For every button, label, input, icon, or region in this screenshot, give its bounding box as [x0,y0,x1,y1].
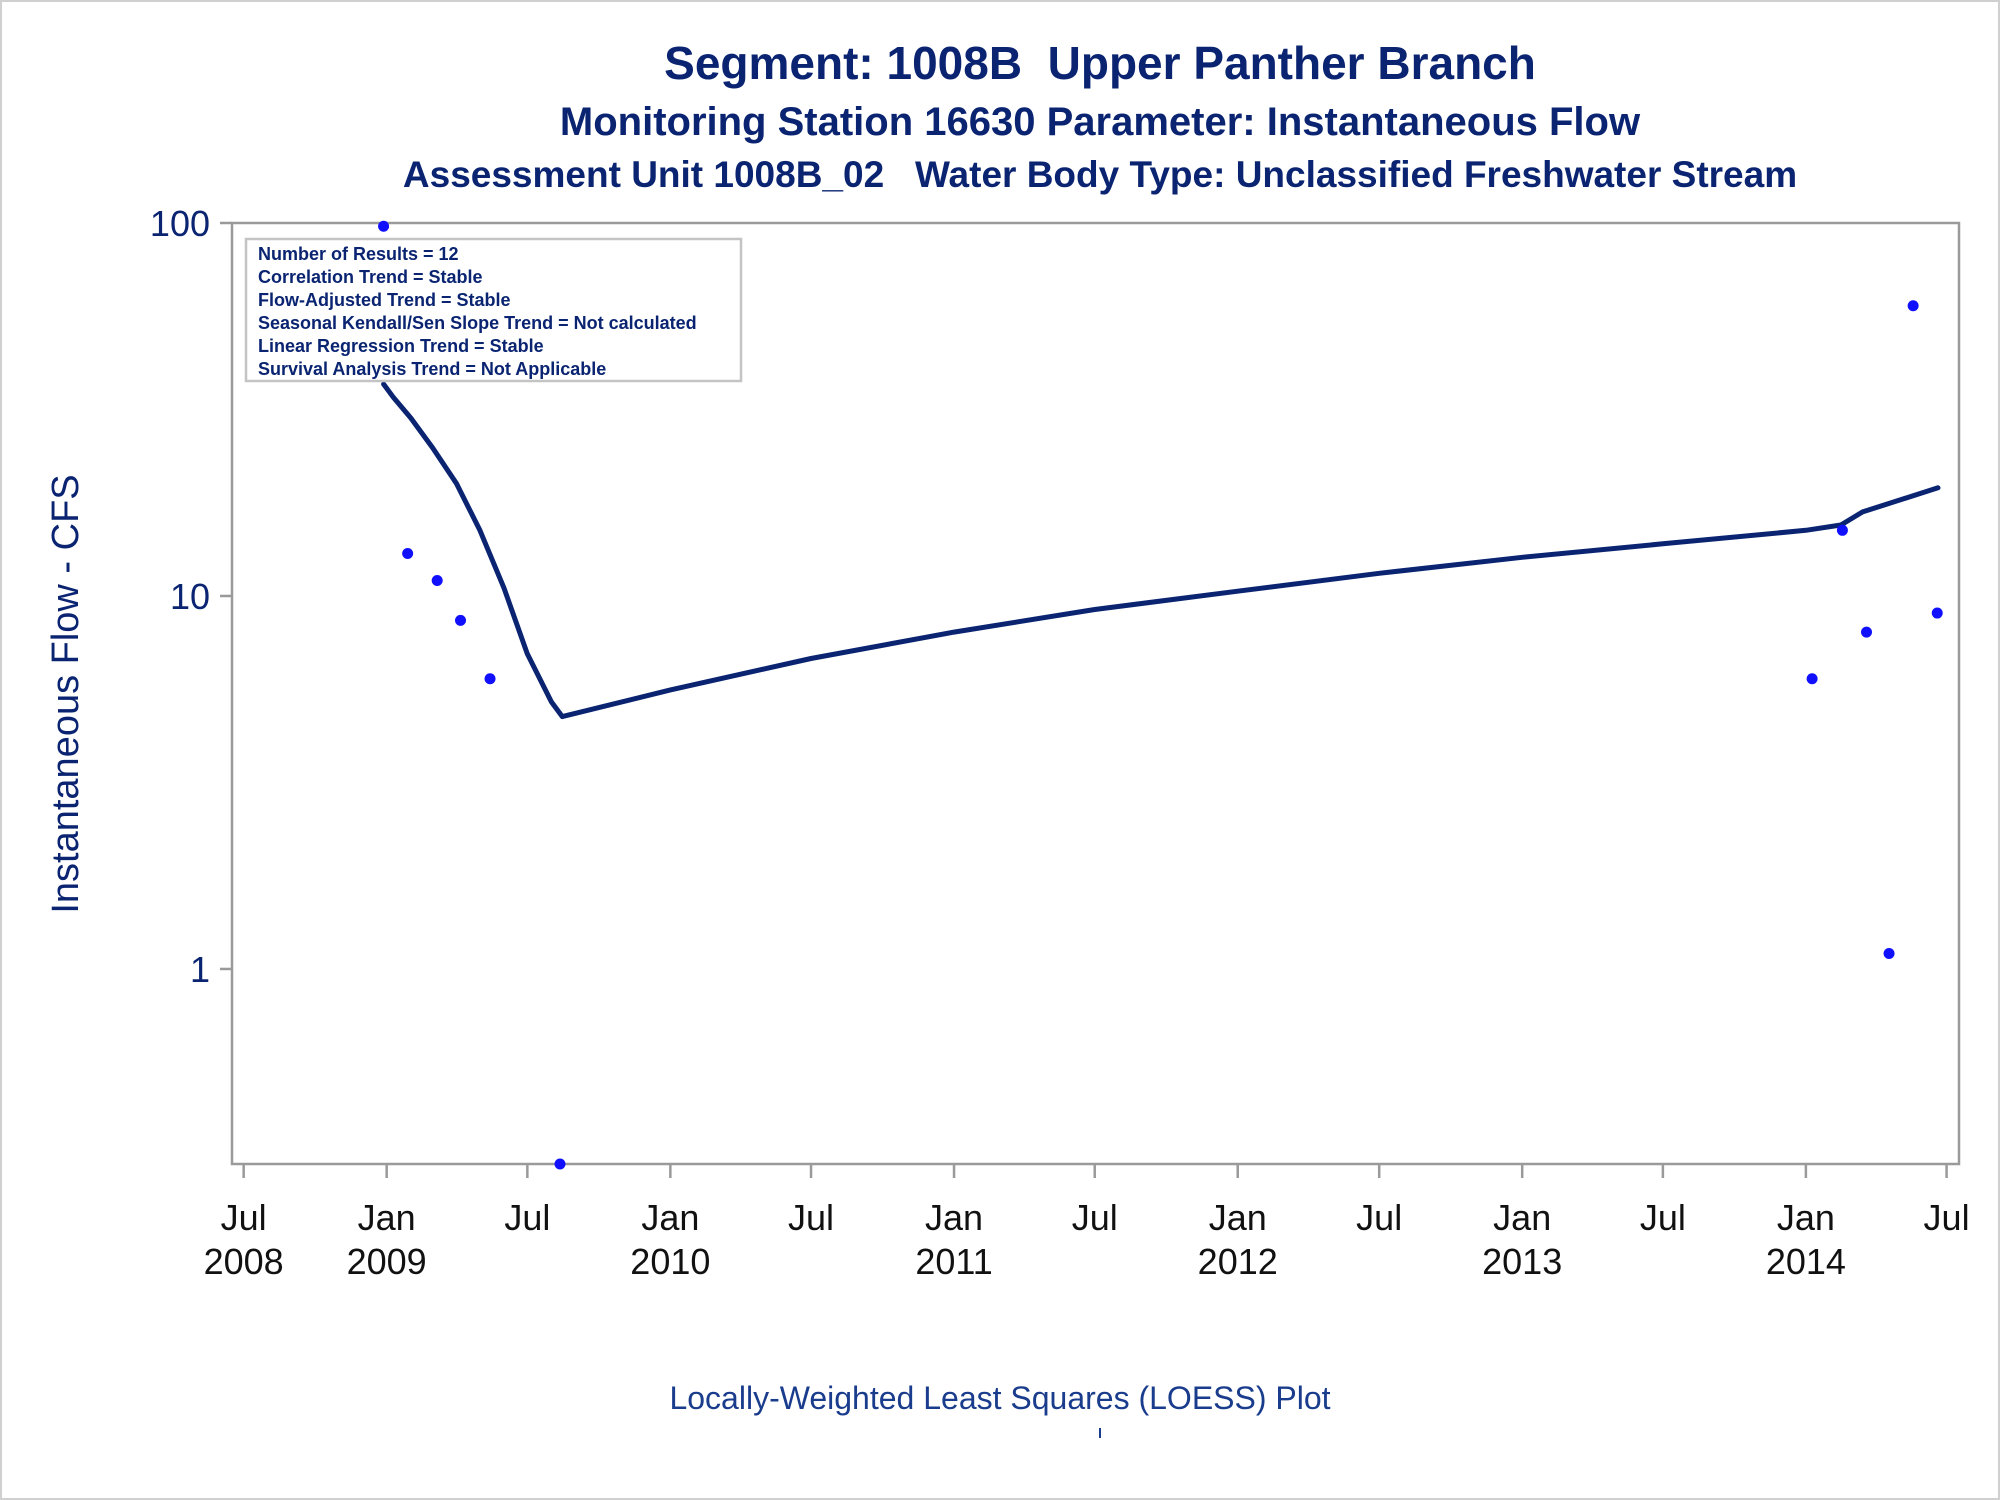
x-tick-label-month: Jul [788,1197,834,1238]
data-point-9 [1861,626,1873,638]
x-tick-label-year: 2012 [1198,1241,1278,1282]
x-tick-label-year: 2014 [1766,1241,1846,1282]
stats-legend: Number of Results = 12 Correlation Trend … [244,237,743,383]
data-point-3 [431,575,443,587]
points-layer [378,220,1943,1170]
x-tick-label-month: Jan [925,1197,983,1238]
data-point-7 [1806,673,1818,685]
chart-subtitle-assessment: Assessment Unit 1008B_02 Water Body Type… [402,154,1798,195]
stats-legend-line: Flow-Adjusted Trend = Stable [258,290,511,310]
data-point-6 [554,1158,566,1170]
x-tick-label-year: 2011 [915,1241,992,1282]
stats-legend-box [244,237,743,383]
data-point-10 [1883,948,1895,960]
y-axis-label: Instantaneous Flow - CFS [45,474,87,913]
x-tick-label-month: Jul [1356,1197,1402,1238]
x-tick-label-month: Jul [1072,1197,1118,1238]
y-tick-label: 100 [150,203,210,244]
y-axis: 1 10 100 [150,203,232,990]
x-tick-label-year: 2010 [630,1241,710,1282]
chart-footnote: Locally-Weighted Least Squares (LOESS) P… [669,1380,1331,1416]
y-tick-label: 10 [170,576,210,617]
x-tick-label-month: Jan [1777,1197,1835,1238]
data-point-4 [455,614,467,626]
stats-legend-line: Number of Results = 12 [258,244,459,264]
x-tick-label-month: Jan [641,1197,699,1238]
data-point-11 [1907,300,1919,312]
x-tick-label-month: Jul [221,1197,267,1238]
x-tick-label-month: Jul [504,1197,550,1238]
y-tick-label: 1 [190,949,210,990]
x-tick-label-month: Jul [1924,1197,1970,1238]
x-tick-label-year: 2013 [1482,1241,1562,1282]
stats-legend-line: Survival Analysis Trend = Not Applicable [258,359,606,379]
chart-subtitle-station: Monitoring Station 16630 Parameter: Inst… [559,100,1641,144]
x-tick-label-month: Jan [1493,1197,1551,1238]
x-tick-label-month: Jan [358,1197,416,1238]
stats-legend-line: Linear Regression Trend = Stable [258,336,544,356]
data-point-12 [1931,607,1943,619]
x-tick-label-month: Jan [1209,1197,1267,1238]
stats-legend-line: Seasonal Kendall/Sen Slope Trend = Not c… [258,313,697,333]
data-point-2 [402,547,414,559]
loess-layer [381,381,1941,720]
stats-legend-line: Correlation Trend = Stable [258,267,483,287]
loess-curve [381,381,1941,720]
footnote-mark [1099,1428,1101,1438]
chart-title: Segment: 1008B Upper Panther Branch [664,37,1536,89]
x-tick-label-year: 2008 [204,1241,284,1282]
data-point-1 [378,220,390,232]
x-tick-label-year: 2009 [347,1241,427,1282]
x-tick-label-month: Jul [1640,1197,1686,1238]
data-point-8 [1836,524,1848,536]
data-point-5 [484,673,496,685]
